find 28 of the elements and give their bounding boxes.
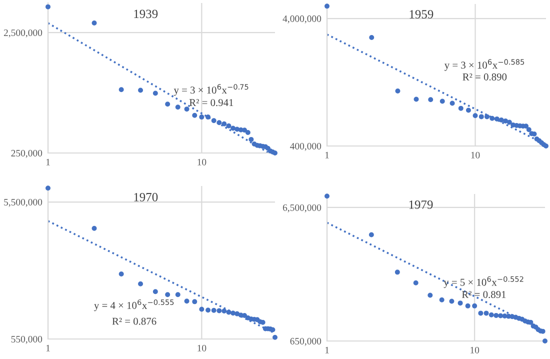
chart-title: 1939 <box>134 10 158 18</box>
chart-title: 1970 <box>134 192 158 202</box>
y-tick-label: 650,000 <box>290 338 322 346</box>
annotation: y = 3 × 10$^{6}$x$^{−0.585}$ <box>444 59 524 71</box>
y-tick-label: 6,500,000 <box>282 204 322 212</box>
y-tick-label: 400,000 <box>290 142 322 151</box>
y-tick-label: 4,000,000 <box>282 15 322 24</box>
x-tick-label: 10 <box>471 152 480 158</box>
x-tick-label: 10 <box>470 346 480 354</box>
y-tick-label: 550,000 <box>11 336 42 344</box>
y-tick-label: 2,500,000 <box>4 29 42 38</box>
x-tick-label: 10 <box>198 158 206 166</box>
x-tick-label: 10 <box>198 344 206 352</box>
annotation: R² = 0.890 <box>462 73 507 80</box>
annotation: y = 5 × 10$^{6}$x$^{−0.552}$ <box>444 276 524 288</box>
annotation: R² = 0.891 <box>462 291 506 298</box>
chart-title: 1959 <box>410 10 434 18</box>
y-tick-label: 5,500,000 <box>4 198 42 207</box>
x-tick-label: 1 <box>325 152 329 158</box>
x-tick-label: 1 <box>46 158 50 166</box>
x-tick-label: 1 <box>46 344 50 352</box>
annotation: y = 3 × 10$^{6}$x$^{−0.75}$ <box>174 84 248 96</box>
chart-title: 1979 <box>409 200 433 209</box>
annotation: R² = 0.941 <box>189 99 234 106</box>
y-tick-label: 250,000 <box>11 150 42 158</box>
annotation: y = 4 × 10$^{6}$x$^{−0.555}$ <box>94 299 174 312</box>
x-tick-label: 1 <box>325 346 329 354</box>
annotation: R² = 0.876 <box>112 318 156 325</box>
